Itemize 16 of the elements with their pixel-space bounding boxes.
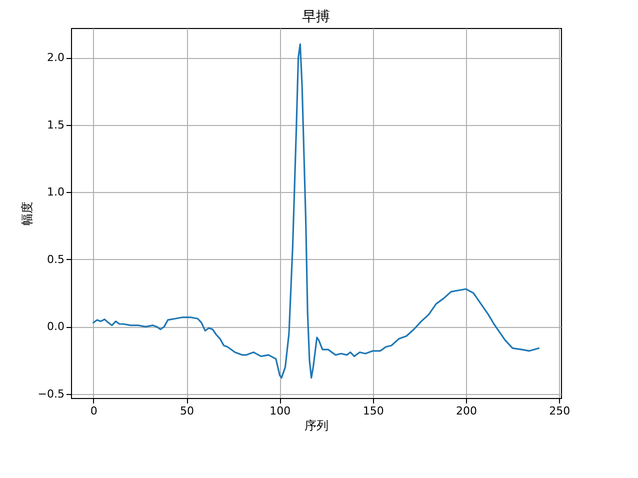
x-tick-label: 50 [180, 404, 194, 418]
y-tick-label: 0.0 [47, 320, 64, 334]
line-series [92, 43, 540, 379]
y-tick-label: 1.5 [47, 118, 64, 132]
y-tick-label: −0.5 [38, 387, 64, 400]
x-tick-label: 150 [362, 404, 384, 418]
chart-title: 早搏 [302, 9, 330, 25]
y-axis-title: 幅度 [20, 202, 34, 226]
x-tick-label: 200 [456, 404, 477, 418]
x-tick-label: 250 [549, 404, 570, 418]
x-tick-label: 100 [270, 404, 291, 418]
y-tick-label: 2.0 [47, 51, 64, 64]
x-tick-label: 0 [90, 404, 98, 418]
y-tick-label: 0.5 [47, 252, 64, 266]
y-tick-label: 1.0 [47, 186, 64, 199]
x-axis-title: 序列 [304, 418, 328, 432]
